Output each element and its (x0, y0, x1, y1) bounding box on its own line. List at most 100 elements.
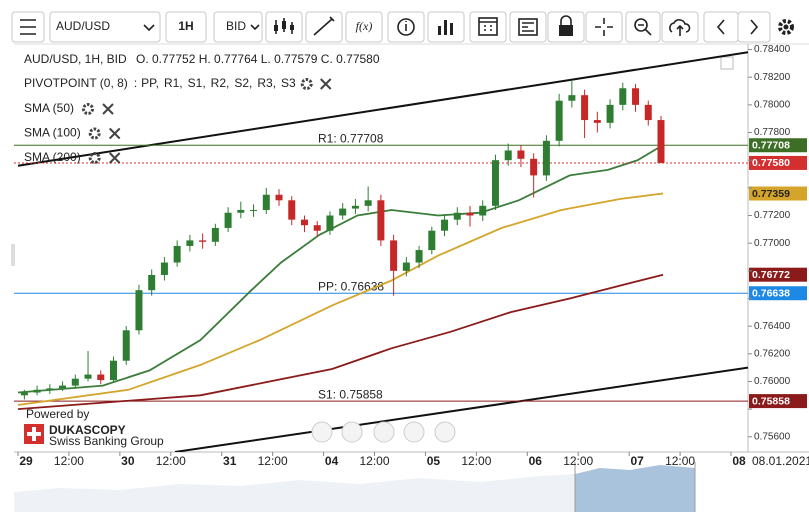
period-select[interactable]: 1H (165, 11, 207, 43)
pivot-tag-text: 0.75858 (752, 395, 790, 407)
y-tick-label: 0.78200 (754, 72, 791, 83)
sma-remove[interactable] (108, 152, 121, 164)
candle-body (313, 225, 321, 231)
settings-button[interactable] (778, 19, 794, 35)
symbol-select[interactable]: AUD/USD (49, 11, 161, 43)
candle-body (530, 158, 538, 176)
calendar-button[interactable] (469, 11, 507, 43)
pan-left-control[interactable] (311, 421, 333, 443)
sma-remove[interactable] (102, 103, 114, 115)
navigator-window (575, 465, 695, 512)
pivot-label: PP: 0.76638 (318, 279, 384, 293)
candle-body (186, 240, 194, 246)
x-tick-label: 06 (529, 454, 543, 468)
x-tick-label: 08 (732, 454, 746, 468)
zoom-button[interactable] (625, 11, 661, 43)
x-tick-label: 29 (19, 454, 33, 468)
candle-body (402, 262, 410, 271)
zoom-in-control[interactable] (403, 421, 425, 443)
pivot-legend-item: S1, (188, 76, 206, 90)
lock-button[interactable] (547, 11, 585, 43)
navigator-history (14, 474, 575, 512)
x-tick-label: 12:00 (665, 454, 695, 468)
side-select[interactable]: BID (213, 11, 263, 43)
sma-tag (749, 267, 807, 282)
candle-body (97, 374, 105, 381)
x-tick-label: 12:00 (359, 454, 389, 468)
panel-handle[interactable] (11, 244, 15, 266)
sma-tag (749, 186, 807, 201)
candle-body (555, 100, 563, 141)
candle-body (250, 209, 258, 211)
function-text: f(x) (356, 19, 373, 33)
powered-by: Powered by (26, 407, 89, 421)
sma-settings[interactable] (88, 127, 101, 140)
info-button[interactable] (387, 11, 425, 43)
candle-body (109, 360, 117, 381)
x-tick-label: 12:00 (156, 454, 186, 468)
candle-body (453, 212, 461, 220)
x-tick-label: 04 (325, 454, 339, 468)
pivot-tag (749, 286, 807, 301)
share-button[interactable] (661, 11, 699, 43)
news-button[interactable] (509, 11, 547, 43)
candle-body (428, 230, 436, 251)
candle-body (122, 330, 130, 361)
candle-body (364, 200, 372, 206)
candle-body (644, 104, 652, 121)
reset-control[interactable] (373, 421, 395, 443)
candle-body (300, 219, 308, 226)
popout-icon[interactable] (720, 56, 734, 70)
sma-remove[interactable] (108, 127, 121, 140)
pivot-label: S1: 0.75858 (318, 387, 383, 401)
candle-body (517, 150, 525, 159)
scroll-left-button[interactable] (703, 11, 739, 43)
candle-body (377, 200, 385, 241)
zoom-out-control[interactable] (341, 421, 363, 443)
pivot-legend-item: R1, (164, 76, 183, 90)
x-tick-label: 12:00 (54, 454, 84, 468)
candle-body (211, 227, 219, 242)
pivot-remove[interactable] (320, 78, 332, 90)
pivot-tag (749, 394, 807, 409)
pivot-label: R1: 0.77708 (318, 131, 384, 145)
y-tick-label: 0.76200 (754, 348, 791, 359)
x-tick-label: 12:00 (258, 454, 288, 468)
volume-button[interactable] (427, 11, 465, 43)
scroll-right-button[interactable] (737, 11, 771, 43)
navigator (14, 462, 696, 512)
ohlc-text: O. 0.77752 H. 0.77764 L. 0.77579 C. 0.77… (136, 52, 380, 66)
candle-body (237, 209, 245, 213)
chart-type-button[interactable] (265, 11, 303, 43)
y-tick-label: 0.75600 (754, 431, 791, 442)
period-text: 1H (178, 19, 193, 33)
candle-body (657, 120, 665, 163)
candle-body (339, 208, 347, 216)
pivot-legend-separator: : (134, 76, 137, 90)
pivot-legend-item: R3, (257, 76, 276, 90)
candle-body (275, 194, 283, 201)
draw-button[interactable] (305, 11, 343, 43)
pan-right-control[interactable] (434, 421, 456, 443)
y-tick-label: 0.77800 (754, 127, 791, 138)
candle-body (351, 205, 359, 209)
sma-settings[interactable] (88, 152, 101, 164)
indicator-button[interactable]: f(x) (345, 11, 383, 43)
chart-controls (311, 421, 456, 443)
crosshair-button[interactable] (585, 11, 623, 43)
pivot-tag (749, 138, 807, 153)
pivot-legend-item: R2, (211, 76, 230, 90)
candle-body (199, 240, 207, 242)
x-tick-label: 12:00 (461, 454, 491, 468)
candle-body (288, 200, 296, 220)
menu-button[interactable] (11, 11, 45, 43)
pivot-settings[interactable] (300, 78, 313, 90)
candle-body (173, 245, 181, 263)
x-tick-label: 31 (223, 454, 237, 468)
candle-body (326, 215, 334, 231)
pivot-legend-item: S2, (234, 76, 252, 90)
pivot-legend-item: PP, (141, 76, 159, 90)
sma-settings[interactable] (82, 103, 95, 115)
chart-header: AUD/USD, 1H, BID (24, 52, 127, 66)
